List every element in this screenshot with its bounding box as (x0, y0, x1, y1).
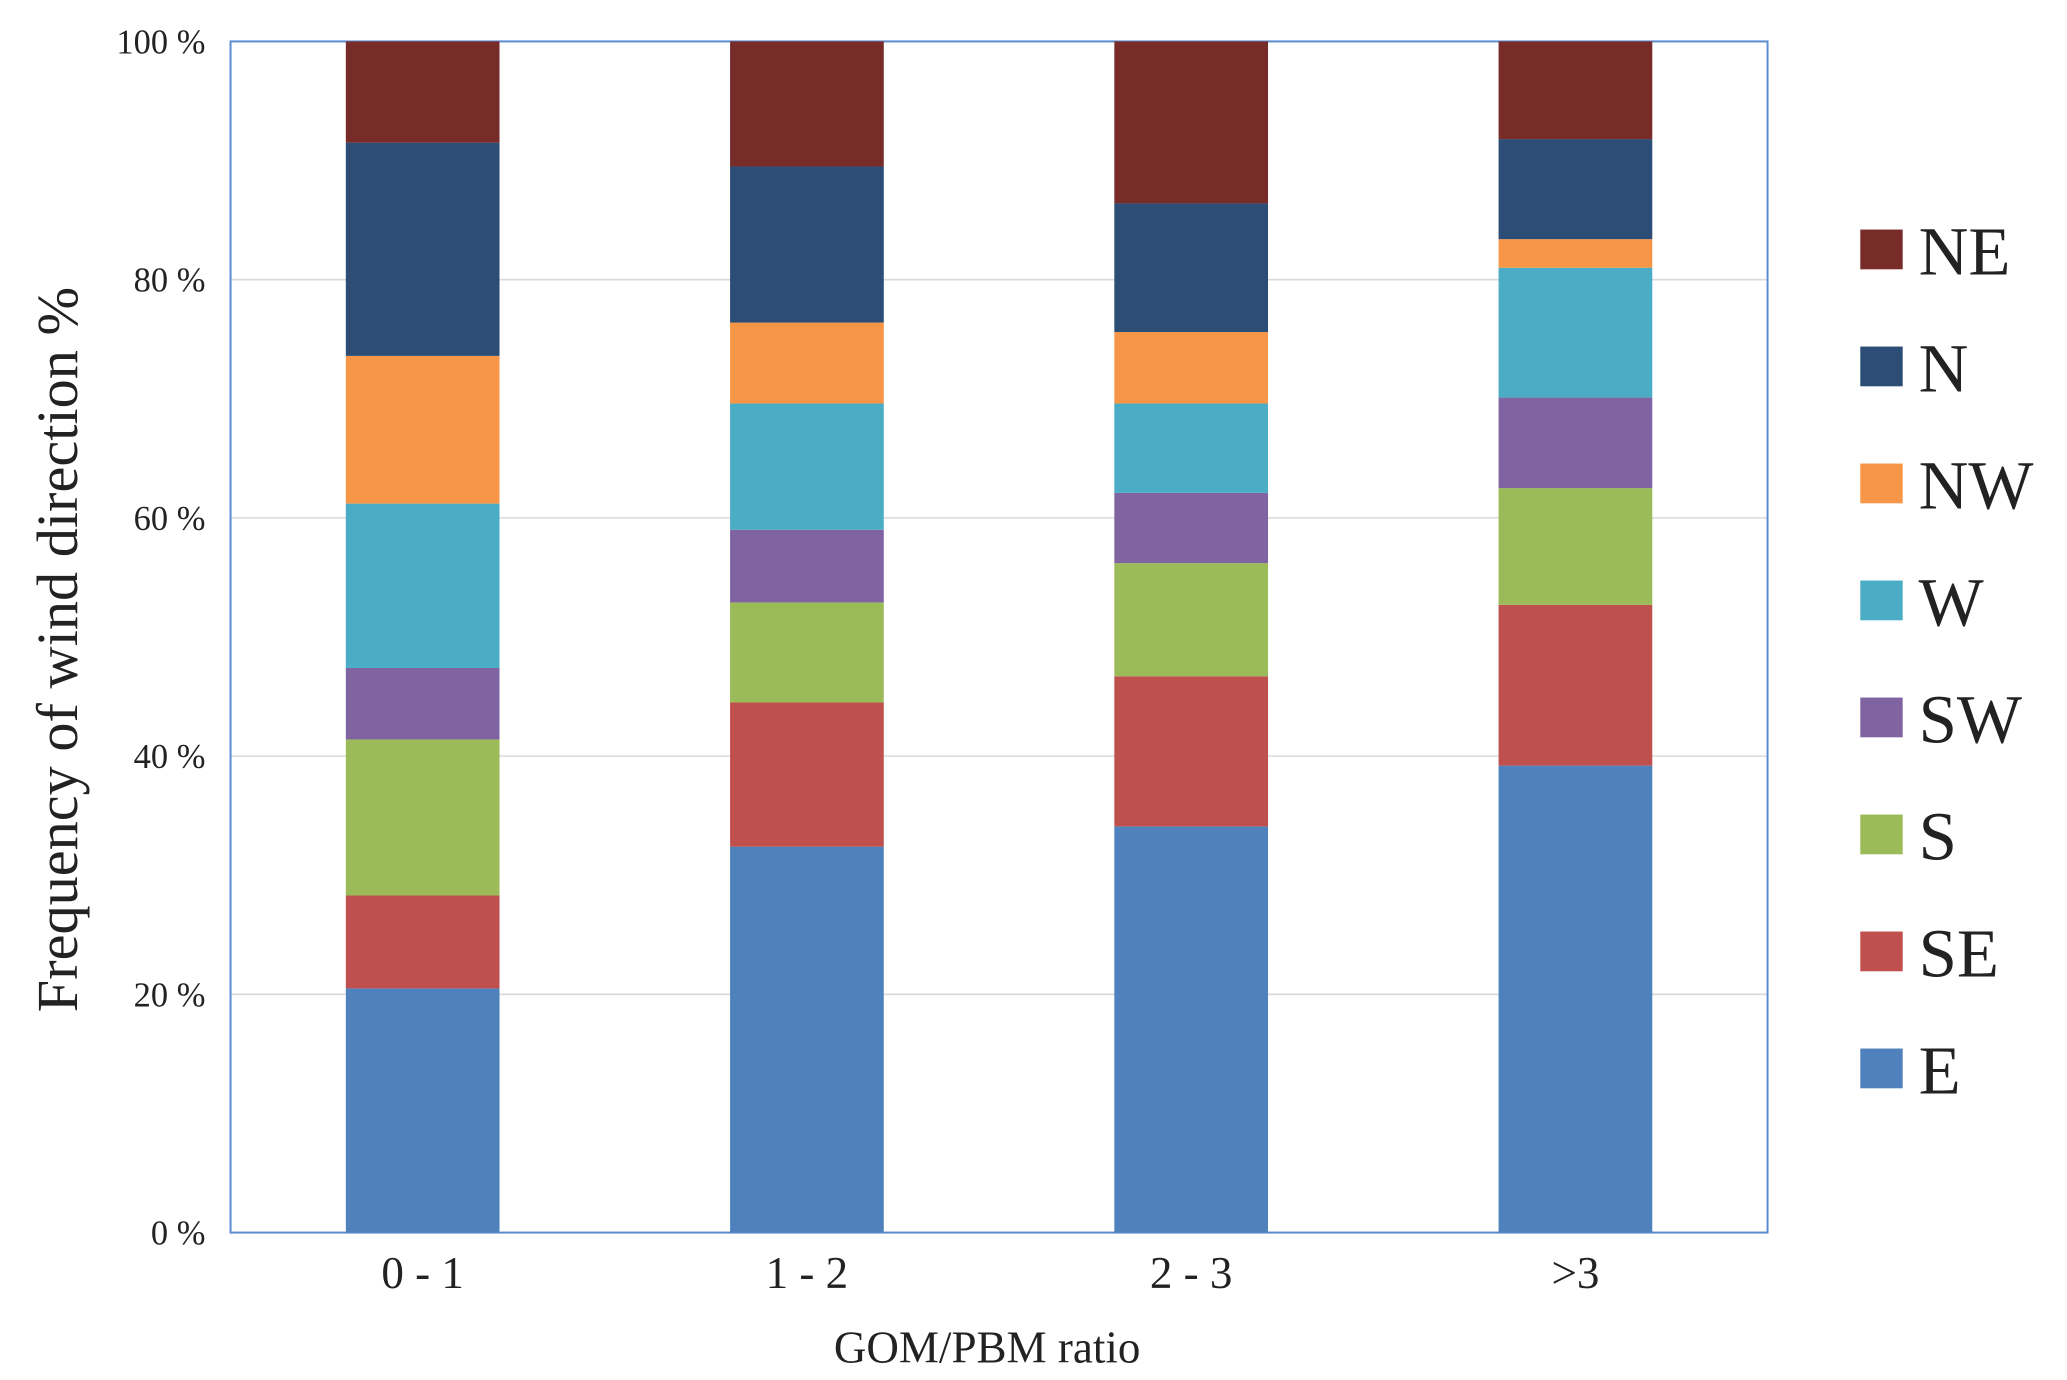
legend-swatch (1860, 463, 1903, 504)
bar-segment-s-0 (345, 739, 500, 896)
y-tick-label: 100 % (116, 23, 205, 61)
x-tick-label: 1 - 2 (766, 1248, 849, 1298)
bar-segment-ne-3 (1498, 41, 1653, 140)
bars (345, 41, 1653, 1233)
bar-segment-e-0 (345, 988, 500, 1233)
y-tick-label: 0 % (151, 1215, 206, 1253)
x-axis-label: GOM/PBM ratio (834, 1322, 1141, 1372)
legend-item-sw: SW (1860, 682, 2022, 758)
legend-label: E (1919, 1033, 1961, 1109)
y-tick-labels: 0 % 20 % 40 % 60 % 80 % 100 % (116, 23, 205, 1252)
bar-segment-s-1 (730, 602, 884, 703)
bar-segment-se-2 (1114, 676, 1269, 827)
x-tick-label: 0 - 1 (381, 1248, 464, 1298)
bar-segment-s-2 (1114, 563, 1269, 677)
legend-label: NE (1919, 214, 2011, 290)
legend-item-se: SE (1860, 916, 1999, 992)
legend-item-w: W (1860, 565, 1984, 641)
bar-segment-s-3 (1498, 488, 1653, 605)
legend-label: NW (1919, 448, 2034, 524)
y-tick-label: 40 % (134, 738, 206, 776)
bar-segment-w-1 (730, 403, 884, 530)
legend-swatch (1860, 580, 1903, 621)
legend-label: W (1919, 565, 1984, 641)
bar-segment-sw-3 (1498, 397, 1653, 489)
x-tick-label: >3 (1551, 1248, 1599, 1298)
y-tick-label: 20 % (134, 976, 206, 1014)
y-tick-label: 80 % (134, 262, 206, 300)
bar-segment-nw-0 (345, 355, 500, 504)
bar-segment-ne-1 (730, 41, 884, 167)
y-axis-label: Frequency of wind direction % (25, 287, 90, 1012)
bar-segment-sw-0 (345, 667, 500, 740)
bar-segment-ne-0 (345, 41, 500, 143)
bar-segment-w-3 (1498, 267, 1653, 398)
legend-swatch (1860, 229, 1903, 270)
legend-item-nw: NW (1860, 448, 2033, 524)
x-tick-labels: 0 - 1 1 - 2 2 - 3 >3 (381, 1248, 1599, 1298)
bar-segment-e-3 (1498, 765, 1653, 1233)
bar-segment-sw-1 (730, 529, 884, 603)
legend-swatch (1860, 931, 1903, 972)
bar-segment-nw-3 (1498, 239, 1653, 268)
legend-item-n: N (1860, 331, 1968, 407)
legend-label: SW (1919, 682, 2022, 758)
bar-segment-n-2 (1114, 203, 1269, 333)
bar-segment-w-2 (1114, 403, 1269, 493)
legend-label: S (1919, 799, 1957, 875)
bar-segment-w-0 (345, 503, 500, 668)
bar-segment-n-0 (345, 142, 500, 356)
plot-area-border (229, 40, 1769, 1234)
bar-segment-se-3 (1498, 604, 1653, 766)
legend-label: SE (1919, 916, 1999, 992)
bar-segment-se-0 (345, 895, 500, 989)
legend-item-ne: NE (1860, 214, 2010, 290)
bar-segment-se-1 (730, 702, 884, 847)
bar-segment-nw-2 (1114, 332, 1269, 404)
legend-swatch (1860, 814, 1903, 855)
bar-segment-n-3 (1498, 139, 1653, 240)
legend-item-s: S (1860, 799, 1957, 875)
bar-segment-n-1 (730, 166, 884, 323)
bar-segment-e-1 (730, 846, 884, 1233)
legend-swatch (1860, 1048, 1903, 1089)
y-tick-label: 60 % (134, 500, 206, 538)
bar-segment-e-2 (1114, 826, 1269, 1233)
x-tick-label: 2 - 3 (1150, 1248, 1233, 1298)
legend: NE N NW W SW S SE E (1860, 214, 2033, 1109)
bar-segment-ne-2 (1114, 41, 1269, 204)
bar-segment-nw-1 (730, 322, 884, 404)
legend-item-e: E (1860, 1033, 1961, 1109)
legend-swatch (1860, 697, 1903, 738)
bar-segment-sw-2 (1114, 492, 1269, 564)
legend-label: N (1919, 331, 1969, 407)
legend-swatch (1860, 346, 1903, 387)
